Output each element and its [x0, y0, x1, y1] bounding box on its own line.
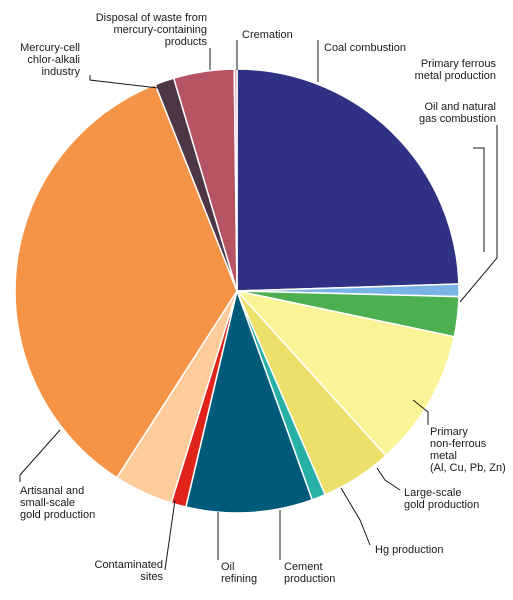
pie-slice-nonferrous: [236, 290, 455, 457]
leader-line-contaminated: [164, 499, 176, 571]
slice-label-hg: Hg production: [375, 544, 444, 556]
pie-slices: [14, 68, 460, 514]
pie-slice-cement: [185, 290, 313, 514]
leader-line-hg: [340, 487, 371, 546]
slice-label-chloralkali: Mercury-cell chlor-alkali industry: [20, 42, 80, 78]
slice-label-line: products: [165, 36, 208, 48]
slice-label-line: Contaminated: [95, 559, 164, 571]
slice-label-line: Primary ferrous: [421, 58, 497, 70]
slice-label-line: production: [284, 573, 335, 585]
slice-label-coal: Coal combustion: [324, 42, 406, 54]
pie-slice-coal: [236, 68, 460, 292]
leader-line-oilgas: [459, 125, 498, 303]
slice-label-line: sites: [140, 571, 163, 583]
pie-slice-asgm: [14, 83, 238, 479]
leader-line-ferrous: [473, 147, 485, 252]
slice-label-largegold: Large-scale gold production: [404, 487, 479, 511]
slice-label-line: Cement: [284, 561, 323, 573]
leader-line-chloralkali: [89, 75, 159, 89]
leader-line-largegold: [376, 467, 401, 491]
slice-label-line: non-ferrous: [430, 438, 487, 450]
slice-label-line: Primary: [430, 426, 468, 438]
slice-label-line: small-scale: [20, 497, 75, 509]
slice-label-disposal: Disposal of waste from mercury-containing…: [96, 12, 208, 48]
leader-line-asgm: [19, 429, 61, 482]
slice-label-nonferrous: Primary non-ferrous metal (Al, Cu, Pb, Zn): [430, 426, 506, 474]
slice-label-ferrous: Primary ferrous metal production: [415, 58, 497, 82]
slice-label-line: Cremation: [242, 29, 293, 41]
leader-line-nonferrous: [412, 399, 429, 425]
slice-label-line: Oil: [221, 561, 234, 573]
slice-label-cremation: Cremation: [242, 29, 293, 41]
slice-label-line: gold production: [20, 509, 95, 521]
slice-label-line: gas combustion: [419, 113, 496, 125]
slice-label-line: Oil and natural: [424, 101, 496, 113]
slice-label-line: Disposal of waste from: [96, 12, 207, 24]
slice-label-line: Large-scale: [404, 487, 461, 499]
slice-label-line: mercury-containing: [113, 24, 207, 36]
slice-label-cement: Cement production: [284, 561, 335, 585]
slice-label-line: refining: [221, 573, 257, 585]
slice-label-line: Artisanal and: [20, 485, 84, 497]
slice-label-line: Coal combustion: [324, 42, 406, 54]
slice-label-line: metal production: [415, 70, 496, 82]
slice-label-line: gold production: [404, 499, 479, 511]
slice-label-asgm: Artisanal and small-scale gold production: [20, 485, 95, 521]
slice-label-oilref: Oil refining: [221, 561, 257, 585]
slice-label-contaminated: Contaminated sites: [95, 559, 164, 583]
slice-label-line: Hg production: [375, 544, 444, 556]
slice-label-line: industry: [41, 66, 80, 78]
slice-label-oilgas: Oil and natural gas combustion: [419, 101, 496, 125]
slice-label-line: (Al, Cu, Pb, Zn): [430, 462, 506, 474]
slice-label-line: metal: [430, 450, 457, 462]
slice-label-line: chlor-alkali: [27, 54, 80, 66]
slice-label-line: Mercury-cell: [20, 42, 80, 54]
